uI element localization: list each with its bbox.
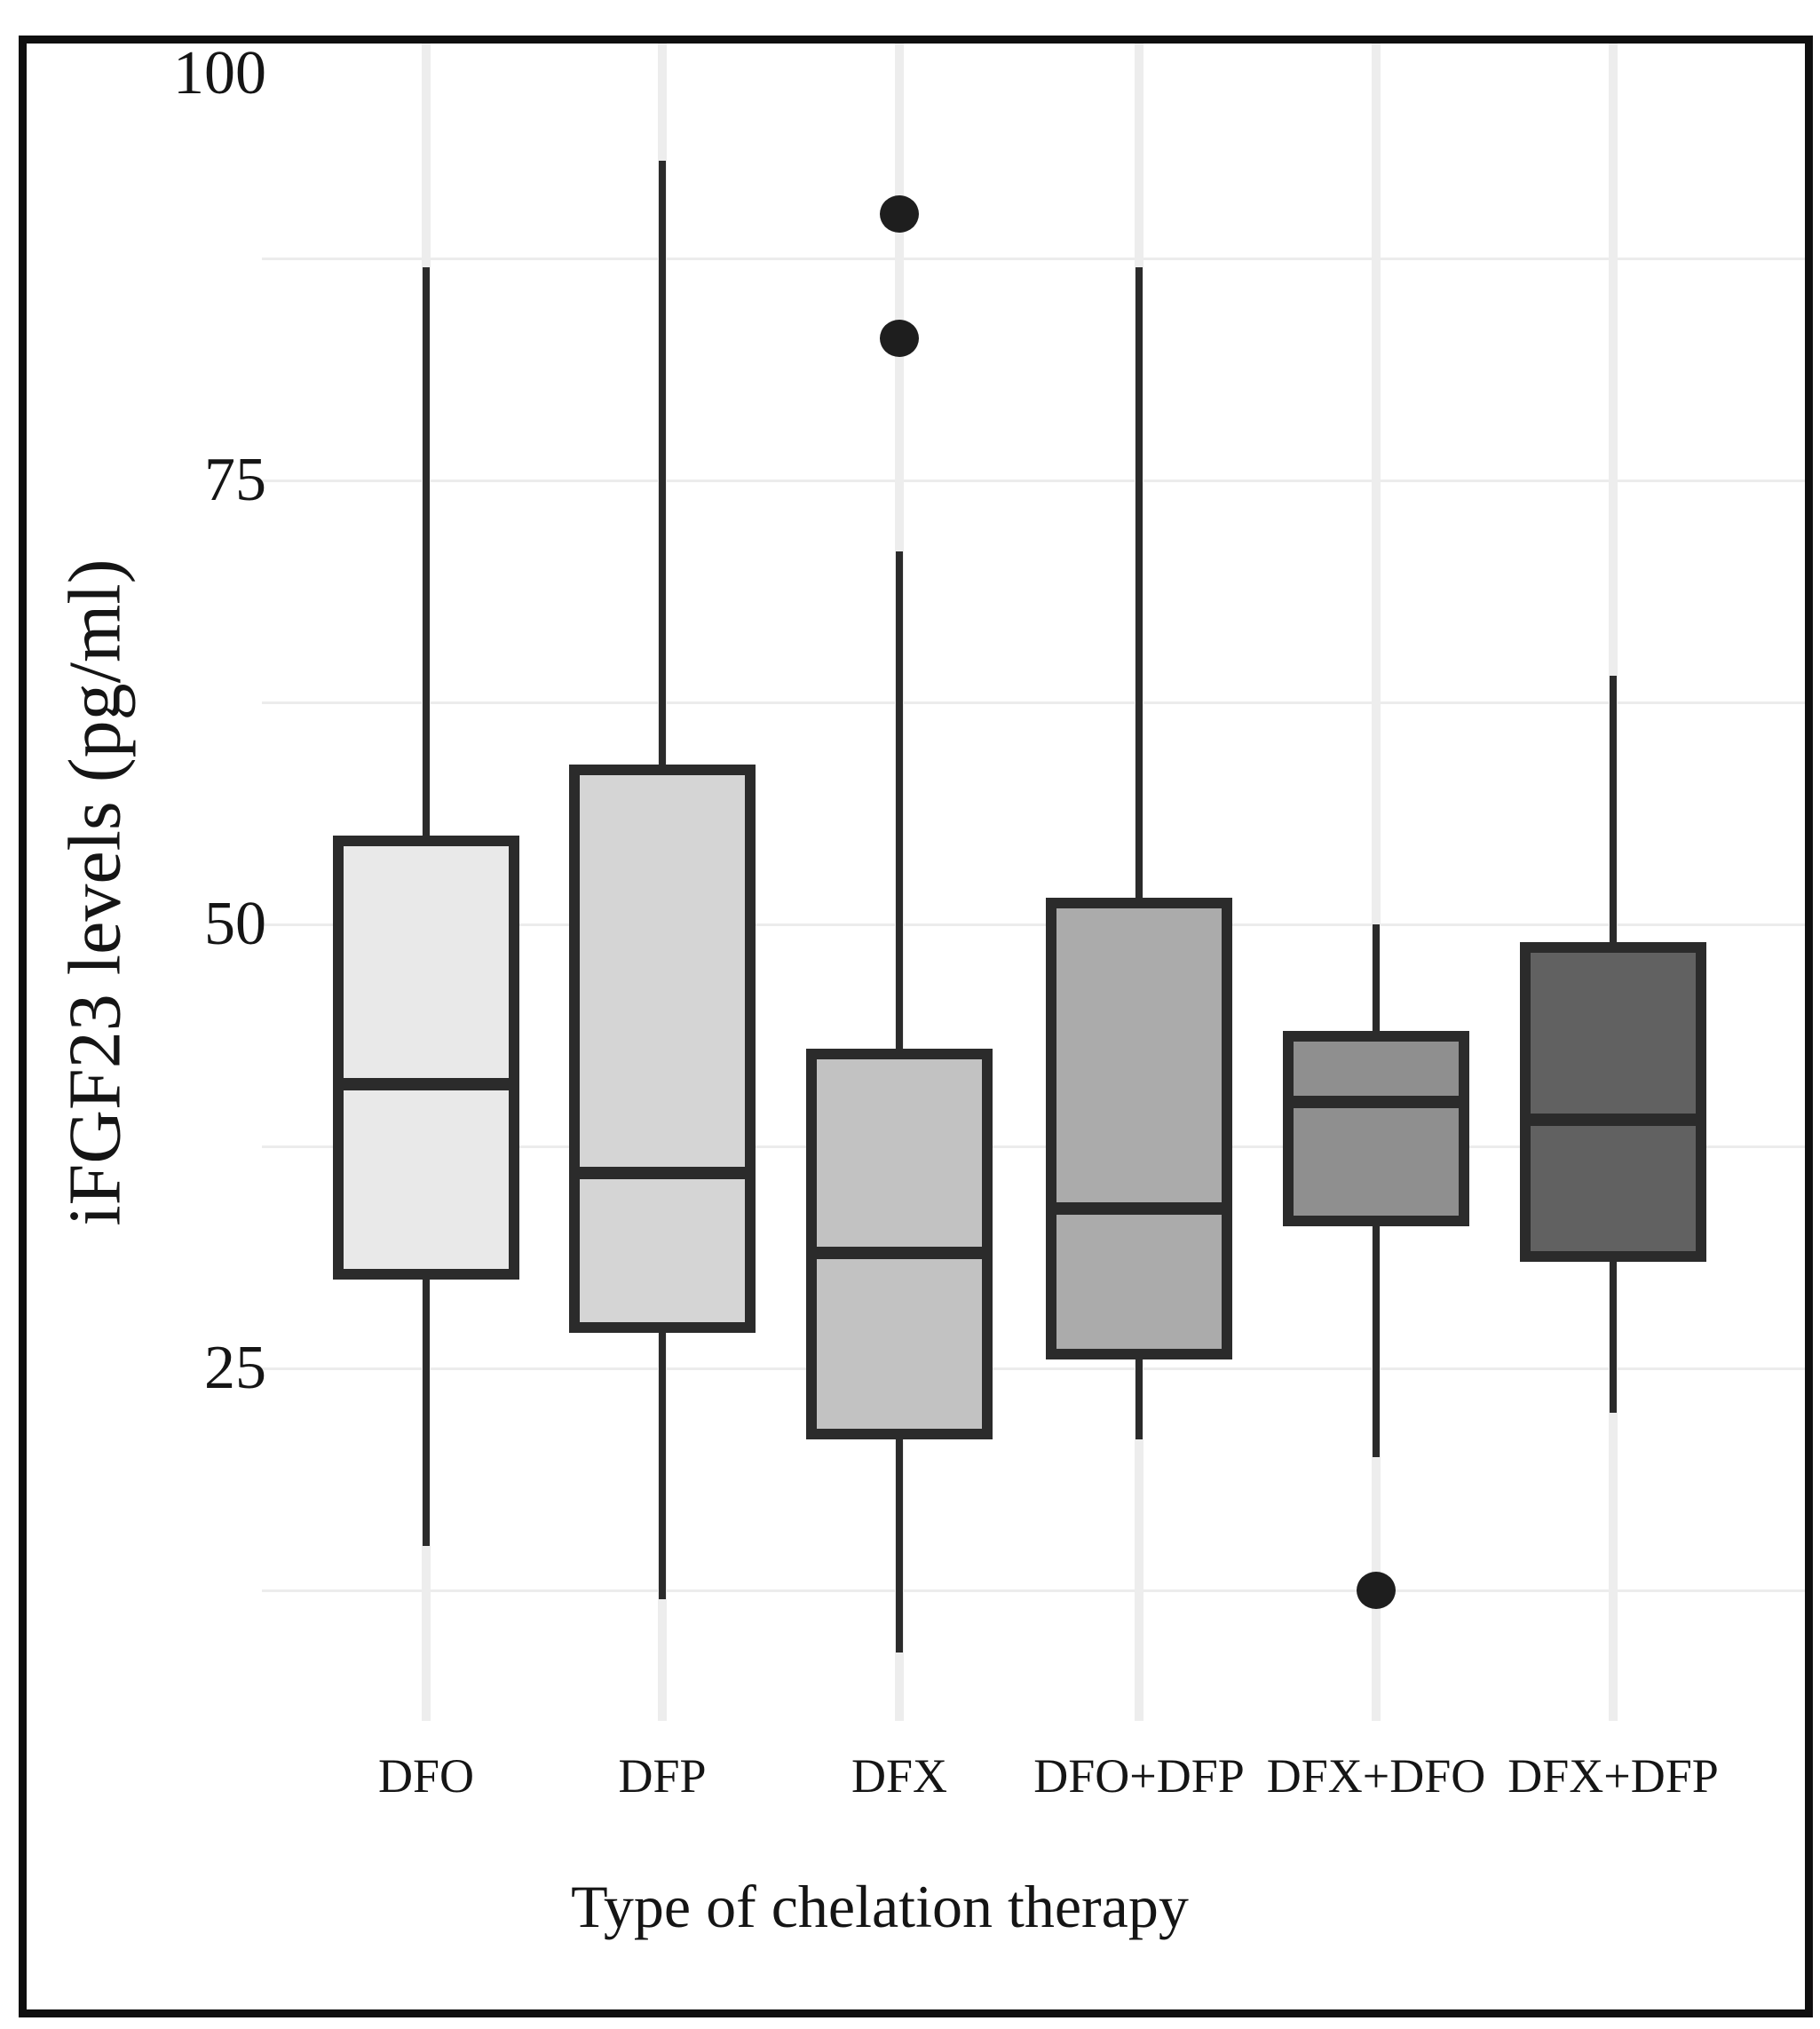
gridline-h xyxy=(262,1145,1805,1148)
boxplot-box-dfx xyxy=(806,1049,993,1439)
y-tick-label-75: 75 xyxy=(204,446,266,514)
outlier-point-dfx-dfo xyxy=(1357,1572,1396,1609)
x-axis-title-text: Type of chelation therapy xyxy=(571,1873,1189,1940)
boxplot-box-dfx-dfp xyxy=(1520,942,1706,1262)
boxplot-box-dfo-dfp xyxy=(1046,898,1232,1359)
boxplot-median-dfx xyxy=(815,1247,984,1259)
y-tick-label-50: 50 xyxy=(204,890,266,958)
gridline-h xyxy=(262,1589,1805,1592)
boxplot-median-dfx-dfp xyxy=(1529,1114,1697,1126)
category-label-dfo: DFO xyxy=(377,1749,475,1803)
boxplot-median-dfx-dfo xyxy=(1292,1096,1460,1108)
x-axis-title: Type of chelation therapy xyxy=(0,1872,1820,1942)
boxplot-box-dfo xyxy=(333,836,519,1280)
boxplot-median-dfo xyxy=(342,1078,510,1090)
outlier-point-dfx xyxy=(880,195,919,233)
y-axis-title: iFGF23 levels (pg/ml) xyxy=(53,559,137,1226)
figure-frame xyxy=(19,36,1813,2017)
category-label-dfx-dfo: DFX+DFO xyxy=(1266,1749,1486,1803)
boxplot-whisker-dfo-dfp xyxy=(1136,267,1143,1439)
category-label-dfp: DFP xyxy=(618,1749,707,1803)
category-label-dfx-dfp: DFX+DFP xyxy=(1507,1749,1719,1803)
boxplot-median-dfo-dfp xyxy=(1055,1202,1223,1215)
y-tick-label-25: 25 xyxy=(204,1334,266,1402)
gridline-v xyxy=(1372,44,1381,1721)
gridline-h xyxy=(262,923,1805,926)
boxplot-median-dfp xyxy=(578,1167,747,1179)
outlier-point-dfx xyxy=(880,320,919,357)
category-label-dfx: DFX xyxy=(851,1749,948,1803)
boxplot-box-dfx-dfo xyxy=(1283,1031,1469,1226)
gridline-h xyxy=(262,258,1805,260)
category-label-dfo-dfp: DFO+DFP xyxy=(1033,1749,1245,1803)
boxplot-box-dfp xyxy=(569,765,756,1333)
gridline-h xyxy=(262,701,1805,704)
y-tick-label-100: 100 xyxy=(173,39,266,107)
gridline-h xyxy=(262,1367,1805,1370)
gridline-h xyxy=(262,480,1805,482)
